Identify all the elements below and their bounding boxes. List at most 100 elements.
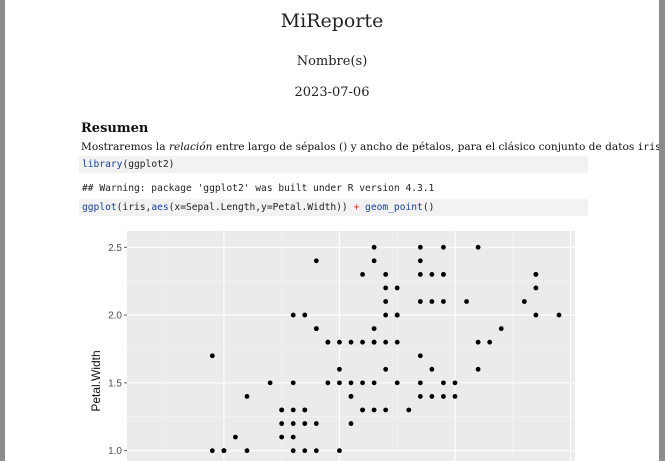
data-point bbox=[360, 407, 365, 413]
data-point bbox=[337, 339, 342, 345]
plot-layer: 1.0 1.5 2.0 2.5 Petal.Width bbox=[89, 231, 575, 461]
data-point bbox=[383, 312, 389, 318]
data-point bbox=[394, 312, 400, 318]
document-title: MiReporte bbox=[280, 10, 384, 32]
data-point bbox=[279, 434, 285, 440]
data-point bbox=[533, 271, 539, 277]
data-point bbox=[429, 299, 435, 304]
code-function-ggplot: ggplot bbox=[82, 202, 117, 213]
data-point bbox=[556, 312, 562, 318]
data-point bbox=[498, 326, 504, 332]
data-point bbox=[441, 299, 446, 304]
y-tick-label: 2.5 bbox=[108, 243, 122, 254]
y-tick-label: 2.0 bbox=[108, 311, 122, 322]
data-point bbox=[313, 421, 319, 426]
abstract-emphasis: relación bbox=[168, 141, 213, 153]
data-point bbox=[475, 244, 481, 250]
data-point bbox=[371, 407, 377, 413]
data-point bbox=[371, 326, 377, 332]
warning-output: ## Warning: package 'ggplot2' was built … bbox=[82, 183, 435, 194]
data-point bbox=[313, 258, 319, 264]
data-point bbox=[533, 285, 539, 291]
data-point bbox=[417, 271, 423, 277]
code-function-aes: aes bbox=[151, 202, 169, 213]
report-page: MiReporte Nombre(s) 2023-07-06 Resumen M… bbox=[5, 0, 659, 461]
data-point bbox=[360, 339, 365, 345]
data-point bbox=[394, 380, 400, 386]
data-point bbox=[348, 421, 354, 426]
data-point bbox=[313, 326, 319, 332]
code-plus-operator: + bbox=[353, 202, 360, 213]
data-point bbox=[348, 339, 354, 345]
document-date: 2023-07-06 bbox=[294, 85, 370, 100]
data-point bbox=[337, 366, 342, 372]
data-point bbox=[313, 448, 319, 454]
code-function-library: library bbox=[82, 159, 123, 170]
data-point bbox=[533, 312, 539, 318]
code-args-library: (ggplot2) bbox=[122, 159, 175, 170]
abstract-heading: Resumen bbox=[81, 121, 149, 136]
code-args-geom-point: () bbox=[422, 202, 435, 213]
code-args-ggplot: (iris, bbox=[116, 202, 152, 213]
data-point bbox=[337, 448, 342, 454]
data-point bbox=[360, 380, 365, 386]
data-point bbox=[394, 339, 400, 345]
data-point bbox=[290, 421, 296, 426]
data-point bbox=[302, 421, 308, 426]
data-point bbox=[290, 434, 296, 440]
data-point bbox=[417, 299, 423, 304]
data-point bbox=[290, 448, 296, 454]
data-point bbox=[371, 258, 377, 264]
data-point bbox=[383, 285, 389, 291]
data-point bbox=[221, 448, 227, 454]
data-point bbox=[429, 271, 435, 277]
abstract-text-before: Mostraremos la bbox=[81, 141, 169, 153]
y-tick-label: 1.5 bbox=[108, 378, 122, 389]
data-point bbox=[475, 339, 481, 345]
y-axis-title: Petal.Width bbox=[89, 350, 103, 411]
data-point bbox=[452, 394, 458, 399]
data-point bbox=[475, 366, 481, 372]
data-point bbox=[360, 271, 365, 277]
data-point bbox=[209, 448, 215, 454]
abstract-text-middle: entre largo de sépalos () y ancho de pét… bbox=[212, 141, 638, 153]
data-point bbox=[348, 380, 354, 386]
dataset-code: iris bbox=[637, 142, 659, 153]
data-point bbox=[521, 299, 527, 304]
data-point bbox=[417, 258, 423, 264]
data-point bbox=[279, 407, 285, 413]
data-point bbox=[290, 407, 296, 413]
data-point bbox=[441, 380, 446, 386]
document-author: Nombre(s) bbox=[296, 54, 368, 69]
data-point bbox=[417, 244, 423, 250]
data-point bbox=[383, 339, 389, 345]
data-point bbox=[441, 244, 446, 250]
y-tick-label: 1.0 bbox=[108, 446, 122, 457]
data-point bbox=[417, 380, 423, 386]
code-block-library: library(ggplot2) bbox=[79, 156, 588, 173]
abstract-paragraph: Mostraremos la relación entre largo de s… bbox=[81, 141, 659, 153]
data-point bbox=[383, 271, 389, 277]
data-point bbox=[325, 380, 331, 386]
data-point bbox=[244, 394, 250, 399]
data-point bbox=[348, 394, 354, 399]
data-point bbox=[464, 299, 469, 304]
data-point bbox=[383, 299, 389, 304]
data-point bbox=[441, 394, 446, 399]
data-point bbox=[441, 271, 446, 277]
data-point bbox=[394, 285, 400, 291]
data-point bbox=[267, 380, 273, 386]
code-args-aes: (x=Sepal.Length,y=Petal.Width)) bbox=[168, 202, 354, 213]
data-point bbox=[337, 380, 342, 386]
data-point bbox=[429, 394, 435, 399]
data-point bbox=[383, 407, 389, 413]
data-point bbox=[487, 339, 493, 345]
code-function-geom-point: geom_point bbox=[365, 202, 423, 213]
data-point bbox=[290, 380, 296, 386]
data-point bbox=[371, 380, 377, 386]
data-point bbox=[452, 380, 458, 386]
data-point bbox=[290, 312, 296, 318]
plot-panel bbox=[127, 231, 575, 461]
data-point bbox=[233, 434, 238, 440]
data-point bbox=[279, 421, 285, 426]
